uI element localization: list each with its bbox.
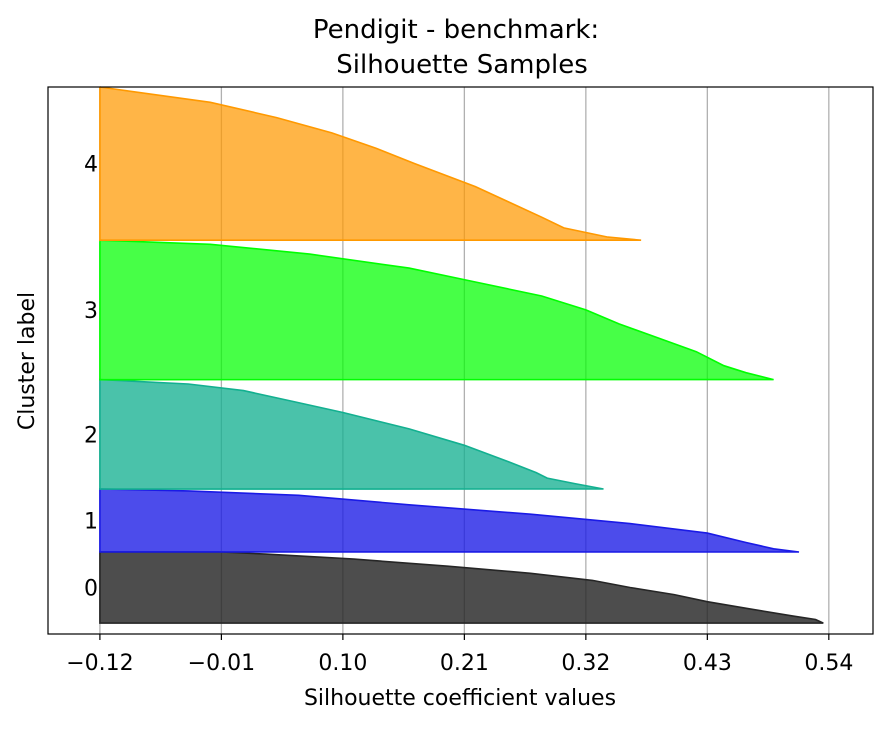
cluster-0-area [99,551,824,624]
cluster-1-label: 1 [84,509,98,534]
cluster-1-area [98,488,800,553]
chart-title-line1: Pendigit - benchmark: [313,15,599,45]
cluster-4-area [99,86,642,241]
x-axis-ticks: −0.12 −0.01 0.10 0.21 0.32 0.43 0.54 [66,634,853,676]
x-tick-label: −0.12 [66,651,133,676]
chart-title-line2: Silhouette Samples [336,50,588,80]
x-axis-label: Silhouette coefficient values [304,686,616,711]
plot-frame [47,86,874,635]
x-tick-label: 0.43 [683,651,732,676]
cluster-labels: 0 1 2 3 4 [84,153,98,602]
cluster-3-label: 3 [84,299,98,324]
cluster-4-label: 4 [84,153,98,178]
x-tick-label: 0.10 [318,651,367,676]
cluster-2-area [98,378,604,490]
x-tick-label: 0.54 [804,651,853,676]
cluster-0-label: 0 [84,577,98,602]
x-tick-label: −0.01 [188,651,255,676]
x-tick-label: 0.32 [561,651,610,676]
x-tick-label: 0.21 [440,651,489,676]
cluster-3-area [98,239,774,381]
y-axis-label: Cluster label [15,292,40,430]
cluster-areas [98,86,824,624]
cluster-2-label: 2 [84,423,98,448]
